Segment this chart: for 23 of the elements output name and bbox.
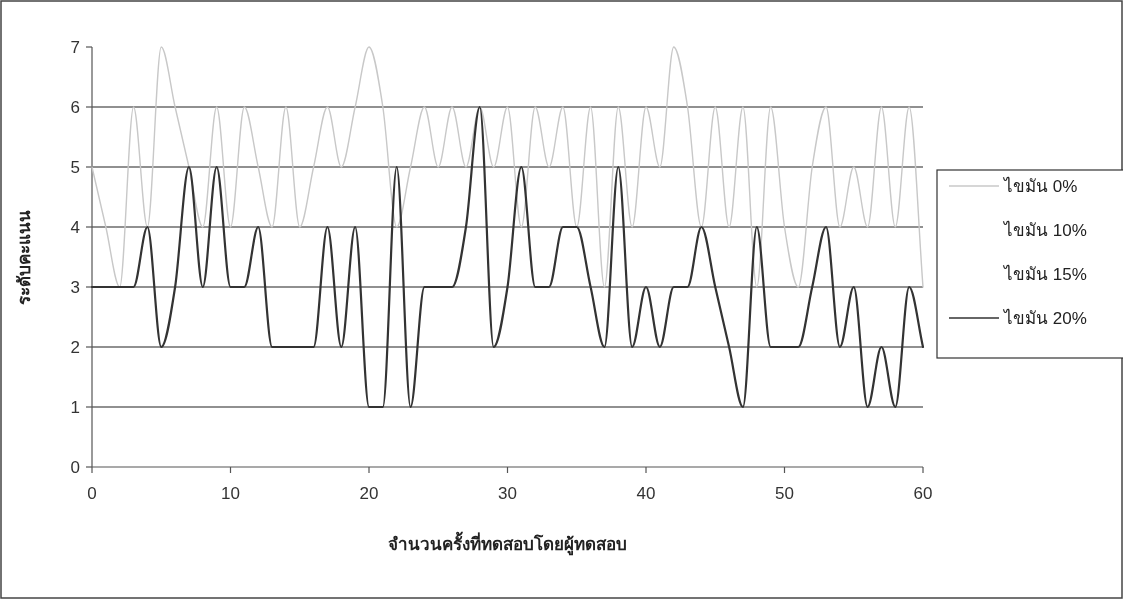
text: ไขมัน 10% [1002,220,1087,240]
y-tick-label: 1 [70,398,80,417]
line-series [90,105,925,409]
x-tick-label: 50 [775,484,794,503]
x-tick-label: 0 [87,484,97,503]
line-series [91,46,924,288]
x-tick-label: 30 [498,484,517,503]
x-tick-label: 10 [221,484,240,503]
y-axis-title: ระดับคะแนน [15,209,34,305]
y-tick-label: 3 [70,278,80,297]
y-tick-label: 4 [70,218,80,237]
legend-label: ไขมัน 0% [1002,176,1078,196]
y-tick-label: 7 [70,38,80,57]
y-tick-label: 5 [70,158,80,177]
legend-label: ไขมัน 20% [1002,308,1087,328]
y-tick-label: 2 [70,338,80,357]
text: ไขมัน 15% [1002,264,1087,284]
y-tick-label: 6 [70,98,80,117]
x-tick-label: 20 [359,484,379,503]
x-tick-label: 40 [636,484,656,503]
x-axis-title: จำนวนครั้งที่ทดสอบโดยผู้ทดสอบ [388,531,627,556]
x-tick-label: 60 [913,484,933,503]
y-tick-label: 0 [70,458,80,477]
